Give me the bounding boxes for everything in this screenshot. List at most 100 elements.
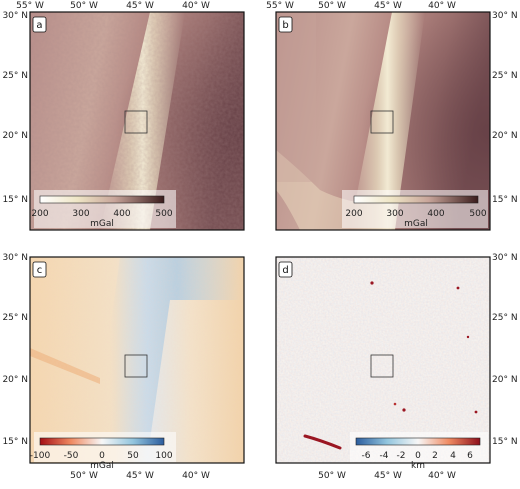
lat-label-25n-d: 25° N [492, 313, 518, 323]
lon-label-55w-a: 55° W [16, 1, 44, 11]
colorbar-d-tick-2: -2 [397, 451, 406, 461]
colorbar-d-tick-3: 0 [415, 451, 421, 461]
map-d-red-noise [276, 257, 490, 463]
colorbar-a-ramp [39, 195, 165, 204]
panel-letter-c: c [37, 265, 43, 276]
colorbar-d-tick-4: 2 [432, 451, 438, 461]
lat-label-20n-a: 20° N [2, 131, 28, 141]
colorbar-a-unit: mGal [90, 219, 114, 229]
map-d-seamount-2 [456, 286, 460, 290]
panel-b: b 200 300 400 500 mGal [275, 11, 491, 231]
lat-label-15n-b: 15° N [492, 195, 518, 205]
panel-d: d -6 -4 -2 0 2 4 6 km [275, 256, 491, 471]
map-d-seamount-4 [393, 402, 397, 406]
colorbar-d-tick-1: -4 [380, 451, 389, 461]
map-frame-c [29, 256, 245, 464]
lon-labels-bottom-d: 50° W 45° W 40° W [318, 471, 456, 481]
panel-letter-box-d: d [278, 261, 293, 278]
colorbar-b: 200 300 400 500 mGal [342, 190, 488, 229]
lat-label-20n-d: 20° N [492, 375, 518, 385]
lon-label-50w-b: 50° W [318, 1, 346, 11]
lon-label-40w-a: 40° W [182, 1, 210, 11]
colorbar-c-unit: mGal [90, 461, 114, 471]
study-area-box-a [124, 110, 148, 134]
map-b-ridge [350, 12, 425, 230]
lat-label-30n-b: 30° N [492, 11, 518, 21]
colorbar-b-tick-2: 400 [427, 209, 444, 219]
lon-label-45w-a: 45° W [126, 1, 154, 11]
lat-labels-right-d: 30° N 25° N 20° N 15° N [492, 253, 518, 447]
lon-label-40w-d: 40° W [428, 471, 456, 481]
colorbar-d-ramp [355, 437, 481, 446]
colorbar-d-tick-0: -6 [362, 451, 371, 461]
lat-label-15n-a: 15° N [2, 195, 28, 205]
panel-letter-box-c: c [32, 261, 47, 278]
panel-letter-box-b: b [278, 16, 293, 33]
colorbar-a-tick-1: 300 [72, 209, 89, 219]
lat-label-25n-a: 25° N [2, 71, 28, 81]
map-frame-d [275, 256, 491, 464]
lat-labels-right-b: 30° N 25° N 20° N 15° N [492, 11, 518, 205]
lon-label-45w-d: 45° W [374, 471, 402, 481]
lon-labels-top-a: 55° W 50° W 45° W 40° W [16, 1, 210, 11]
lon-label-45w-b: 45° W [374, 1, 402, 11]
map-d-seamount-1 [370, 281, 374, 285]
panel-letter-a: a [36, 20, 42, 31]
map-d-seamount-chain [303, 434, 342, 450]
lat-label-30n-c: 30° N [2, 253, 28, 263]
lat-label-15n-d: 15° N [492, 437, 518, 447]
colorbar-b-tick-3: 500 [469, 209, 486, 219]
panel-letter-box-a: a [32, 16, 47, 33]
colorbar-c-tick-2: 0 [99, 451, 105, 461]
map-d-seamount-6 [466, 335, 470, 339]
colorbar-d-tick-5: 4 [450, 451, 456, 461]
panel-letter-d: d [282, 265, 288, 276]
colorbar-a: 200 300 400 500 mGal [31, 190, 176, 229]
lat-label-20n-b: 20° N [492, 131, 518, 141]
lon-label-45w-c: 45° W [126, 471, 154, 481]
lon-label-50w-c: 50° W [70, 471, 98, 481]
panel-c: c -100 -50 0 50 100 mGal [29, 256, 245, 471]
colorbar-c-tick-1: -50 [64, 451, 79, 461]
colorbar-c-tick-0: -100 [30, 451, 51, 461]
map-c-noise [30, 257, 244, 463]
lat-labels-left-a: 30° N 25° N 20° N 15° N [2, 11, 28, 205]
map-b-left-shade [276, 12, 316, 182]
colorbar-d: -6 -4 -2 0 2 4 6 km [350, 432, 488, 471]
colorbar-b-tick-1: 300 [386, 209, 403, 219]
lat-label-20n-c: 20° N [2, 375, 28, 385]
study-area-box-b [370, 110, 394, 134]
lat-label-25n-b: 25° N [492, 71, 518, 81]
colorbar-d-tick-6: 6 [467, 451, 473, 461]
colorbar-a-tick-0: 200 [31, 209, 48, 219]
lon-label-40w-c: 40° W [182, 471, 210, 481]
lon-label-50w-d: 50° W [318, 471, 346, 481]
map-d-seamount-3 [402, 408, 406, 412]
lon-labels-top-b: 55° W 50° W 45° W 40° W [266, 1, 456, 11]
panel-a: a 200 300 400 500 mGal [29, 11, 245, 231]
colorbar-b-unit: mGal [404, 219, 428, 229]
study-area-box-c [124, 354, 148, 378]
panel-letter-b: b [282, 20, 288, 31]
colorbar-d-unit: km [411, 461, 425, 471]
colorbar-c-tick-3: 50 [127, 451, 139, 461]
lon-label-50w-a: 50° W [70, 1, 98, 11]
lat-label-25n-c: 25° N [2, 313, 28, 323]
map-frame-a [29, 11, 245, 231]
lat-label-15n-c: 15° N [2, 437, 28, 447]
colorbar-c-tick-4: 100 [155, 451, 172, 461]
colorbar-c-ramp [39, 437, 165, 446]
lat-label-30n-a: 30° N [2, 11, 28, 21]
colorbar-c: -100 -50 0 50 100 mGal [30, 432, 176, 471]
lon-label-55w-b: 55° W [266, 1, 294, 11]
colorbar-a-tick-3: 500 [155, 209, 172, 219]
colorbar-b-tick-0: 200 [345, 209, 362, 219]
map-d-seamount-5 [474, 410, 478, 414]
colorbar-a-tick-2: 400 [113, 209, 130, 219]
lat-labels-left-c: 30° N 25° N 20° N 15° N [2, 253, 28, 447]
lon-labels-bottom-c: 50° W 45° W 40° W [70, 471, 210, 481]
study-area-box-d [370, 354, 394, 378]
lon-label-40w-b: 40° W [428, 1, 456, 11]
lat-label-30n-d: 30° N [492, 253, 518, 263]
